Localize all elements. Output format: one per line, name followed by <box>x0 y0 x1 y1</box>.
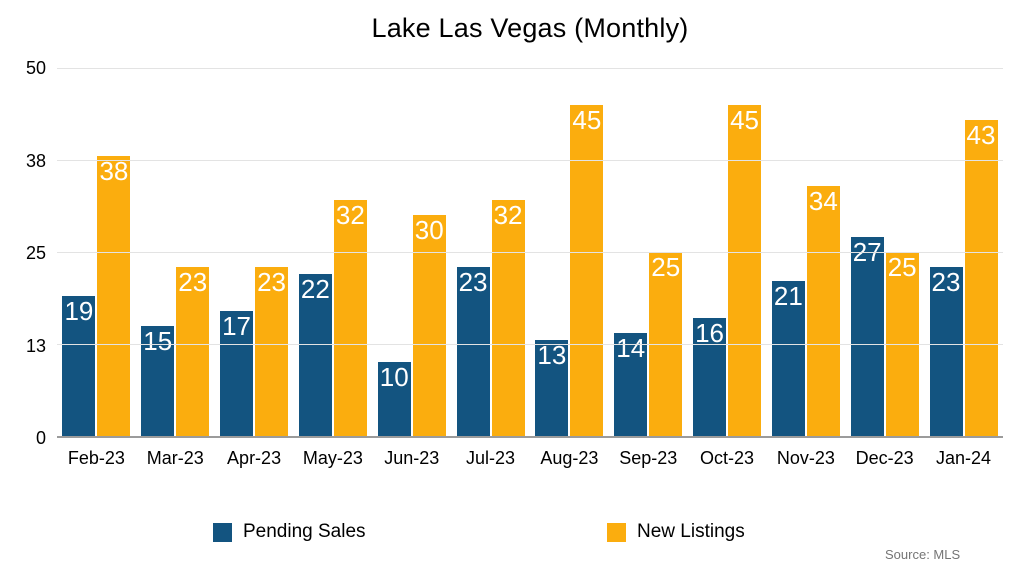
bar-value-label: 27 <box>852 237 882 268</box>
source-note: Source: MLS <box>885 547 961 562</box>
x-tick-label: Feb-23 <box>67 448 125 468</box>
x-tick-label: Dec-23 <box>855 448 914 468</box>
bar-pair: 17 23 <box>220 68 289 436</box>
bar-value-label: 10 <box>379 362 409 393</box>
bar-pair: 22 32 <box>298 68 367 436</box>
legend-swatch-pending <box>213 522 232 542</box>
bar-value-label: 45 <box>730 104 759 135</box>
gridline <box>57 344 1003 345</box>
pending-sales-bar: 17 <box>220 310 254 436</box>
y-axis: 0 13 25 38 50 <box>0 59 46 447</box>
pending-sales-bar: 14 <box>614 332 648 436</box>
bar-value-label: 13 <box>537 340 567 371</box>
pending-sales-bar: 15 <box>141 325 175 436</box>
bar-value-label: 23 <box>931 266 961 297</box>
gridline <box>57 68 1003 69</box>
pending-sales-bar: 23 <box>929 266 963 436</box>
pending-sales-bar: 19 <box>62 296 96 436</box>
legend-label-new: New Listings <box>637 521 745 542</box>
bar-value-label: 23 <box>178 266 208 297</box>
pending-sales-bar: 23 <box>456 266 490 436</box>
pending-sales-bar: 27 <box>850 237 884 436</box>
bar-value-label: 19 <box>64 296 94 327</box>
bar-value-label: 22 <box>300 274 330 305</box>
legend-item-pending: Pending Sales <box>213 521 366 543</box>
x-tick-label: Sep-23 <box>619 448 678 468</box>
bar-value-label: 23 <box>257 266 287 297</box>
bar-pair: 23 43 <box>929 68 998 436</box>
new-listings-bar: 23 <box>255 266 289 436</box>
bar-value-label: 16 <box>695 318 724 349</box>
x-tick-label: Jul-23 <box>466 448 516 468</box>
x-tick-label: Aug-23 <box>540 448 599 468</box>
bar-value-label: 32 <box>335 200 365 231</box>
bar-value-label: 38 <box>99 156 129 187</box>
new-listings-bar: 30 <box>412 215 446 436</box>
bar-pair: 23 32 <box>456 68 525 436</box>
legend-swatch-new <box>607 522 626 542</box>
gridline <box>57 252 1003 253</box>
gridline <box>57 160 1003 161</box>
bar-value-label: 45 <box>572 104 602 135</box>
bar-pair: 19 38 <box>62 68 131 436</box>
new-listings-bar: 32 <box>491 200 525 436</box>
bar-value-label: 34 <box>808 185 838 216</box>
new-listings-bar: 38 <box>97 156 131 436</box>
bar-pair: 21 34 <box>771 68 840 436</box>
x-tick-label: Apr-23 <box>227 448 282 468</box>
pending-sales-bar: 10 <box>377 362 411 436</box>
x-tick-label: Jan-24 <box>936 448 992 468</box>
new-listings-bar: 23 <box>176 266 210 436</box>
bar-value-label: 25 <box>651 252 681 282</box>
y-tick-label: 50 <box>25 58 46 78</box>
y-tick-label: 13 <box>25 335 46 356</box>
bar-group: 23 43 Jan-24 <box>924 68 1003 468</box>
x-tick-label: May-23 <box>302 448 363 468</box>
pending-sales-bar: 13 <box>535 340 569 436</box>
bar-value-label: 15 <box>143 325 173 356</box>
pending-sales-bar: 21 <box>771 281 805 436</box>
x-tick-label: Jun-23 <box>384 448 440 468</box>
y-tick-label: 0 <box>35 428 46 448</box>
chart-title: Lake Las Vegas (Monthly) <box>371 13 689 43</box>
bar-value-label: 25 <box>887 252 917 282</box>
x-tick-label: Mar-23 <box>146 448 204 468</box>
y-tick-label: 38 <box>25 150 46 171</box>
bar-value-label: 14 <box>616 332 646 363</box>
bar-value-label: 21 <box>773 281 803 312</box>
new-listings-bar: 45 <box>728 104 762 436</box>
x-tick-label: Nov-23 <box>776 448 835 468</box>
bar-pair: 16 45 <box>693 68 762 436</box>
pending-sales-bar: 22 <box>298 274 332 436</box>
bar-value-label: 23 <box>458 266 488 297</box>
pending-sales-bar: 16 <box>693 318 727 436</box>
bar-value-label: 17 <box>222 310 252 341</box>
bar-value-label: 32 <box>493 200 523 231</box>
plot-area: 19 38 Feb-23 15 23 Mar-23 17 23 Apr-23 22 32 May-23… <box>57 68 1003 468</box>
legend-item-new: New Listings <box>607 521 745 543</box>
bar-group: 22 32 May-23 <box>293 68 372 468</box>
bar-group: 23 32 Jul-23 <box>451 68 530 468</box>
new-listings-bar: 45 <box>570 104 604 436</box>
bar-value-label: 43 <box>966 119 996 150</box>
bar-group: 21 34 Nov-23 <box>766 68 845 468</box>
new-listings-bar: 43 <box>964 119 998 436</box>
bar-group: 19 38 Feb-23 <box>57 68 136 468</box>
bar-value-label: 30 <box>414 215 444 246</box>
legend-label-pending: Pending Sales <box>243 521 366 542</box>
new-listings-bar: 34 <box>806 185 840 436</box>
bar-group: 17 23 Apr-23 <box>215 68 294 468</box>
x-tick-label: Oct-23 <box>700 448 755 468</box>
y-tick-label: 25 <box>25 243 46 263</box>
bar-group: 16 45 Oct-23 <box>688 68 767 468</box>
new-listings-bar: 32 <box>333 200 367 436</box>
